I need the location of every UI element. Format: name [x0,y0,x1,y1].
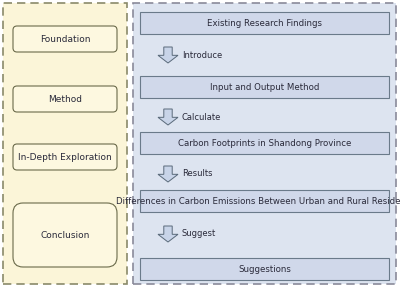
FancyBboxPatch shape [3,3,127,284]
Text: Existing Research Findings: Existing Research Findings [207,18,322,28]
Polygon shape [158,226,178,242]
Polygon shape [158,166,178,182]
FancyBboxPatch shape [140,76,389,98]
Text: Differences in Carbon Emissions Between Urban and Rural Residents: Differences in Carbon Emissions Between … [116,197,400,205]
FancyBboxPatch shape [13,86,117,112]
Text: Calculate: Calculate [182,113,221,121]
Polygon shape [158,109,178,125]
Text: Results: Results [182,170,212,179]
Text: Suggestions: Suggestions [238,265,291,274]
Text: Conclusion: Conclusion [40,230,90,239]
Text: Introduce: Introduce [182,51,222,59]
Text: In-Depth Exploration: In-Depth Exploration [18,152,112,162]
FancyBboxPatch shape [140,190,389,212]
Text: Carbon Footprints in Shandong Province: Carbon Footprints in Shandong Province [178,139,351,148]
FancyBboxPatch shape [13,26,117,52]
FancyBboxPatch shape [140,258,389,280]
FancyBboxPatch shape [13,144,117,170]
Text: Input and Output Method: Input and Output Method [210,82,319,92]
FancyBboxPatch shape [133,3,396,284]
FancyBboxPatch shape [140,12,389,34]
Text: Method: Method [48,94,82,104]
Polygon shape [158,47,178,63]
Text: Suggest: Suggest [182,230,216,238]
FancyBboxPatch shape [140,132,389,154]
Text: Foundation: Foundation [40,34,90,44]
PathPatch shape [13,203,117,267]
